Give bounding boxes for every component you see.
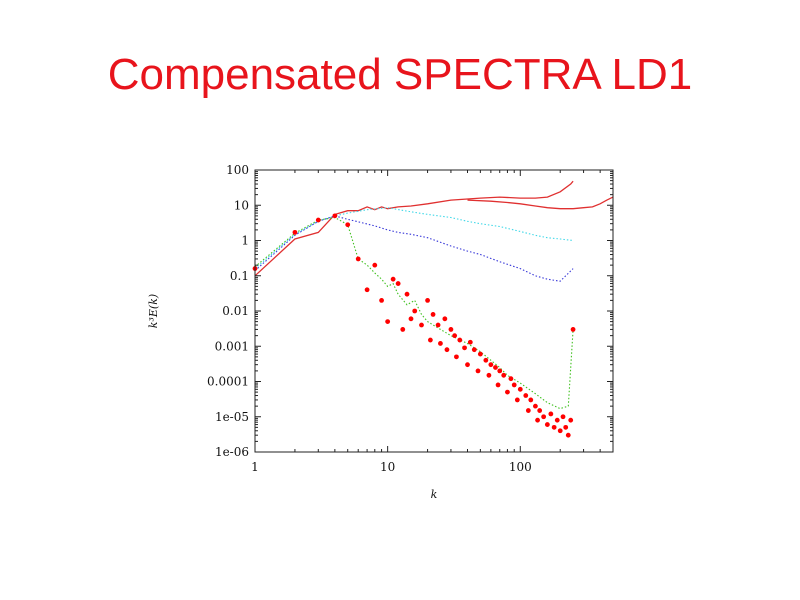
series-5-point: [568, 417, 574, 423]
y-tick-label: 0.1: [230, 269, 249, 283]
series-5-point: [565, 432, 571, 438]
series-5-point: [345, 222, 351, 228]
series-5-point: [385, 319, 391, 325]
series-5-point: [514, 397, 520, 403]
series-5-point: [570, 327, 576, 332]
series-5-point: [430, 312, 436, 317]
y-tick-label: 100: [226, 163, 249, 177]
series-5-point: [511, 382, 517, 388]
series-5-point: [292, 229, 298, 235]
y-tick-label: 10: [234, 198, 249, 212]
series-5-point: [525, 408, 531, 413]
y-tick-label: 0.001: [215, 339, 249, 353]
series-5-point: [508, 376, 514, 382]
series-5-point: [467, 339, 473, 345]
x-tick-label: 1: [251, 460, 259, 474]
series-5-point: [477, 351, 483, 357]
series-5-point: [425, 297, 430, 303]
series-5-point: [408, 316, 414, 322]
series-5-point: [452, 333, 458, 339]
series-5-point: [454, 354, 459, 360]
series-5-point: [355, 256, 361, 262]
x-axis-label: k: [431, 488, 438, 501]
series-5-point: [541, 414, 547, 420]
series-5-point: [523, 393, 529, 398]
series-5-point: [554, 417, 560, 423]
y-tick-label: 1: [241, 234, 249, 248]
series-2-line: [254, 207, 574, 270]
series-0-line: [254, 180, 574, 277]
series-5-point: [535, 417, 540, 423]
series-5-point: [560, 414, 566, 420]
series-5-point: [315, 217, 321, 223]
series-5-point: [364, 287, 370, 293]
series-5-point: [379, 297, 384, 303]
series-5-point: [438, 341, 443, 346]
series-5-point: [548, 411, 554, 417]
x-tick-label: 100: [509, 460, 532, 474]
series-4-line: [254, 216, 574, 410]
series-5-point: [493, 365, 498, 370]
series-5-point: [462, 345, 467, 351]
x-tick-label: 10: [380, 460, 395, 474]
series-5-point: [400, 327, 406, 332]
series-5-point: [537, 408, 543, 413]
plot-frame: [254, 169, 614, 453]
y-axis-label: k³E(k): [147, 294, 160, 328]
series-5-point: [419, 322, 424, 328]
series-5-point: [444, 347, 450, 353]
series-5-point: [457, 337, 463, 343]
series-5-point: [435, 322, 441, 328]
series-5-point: [427, 337, 433, 343]
series-5-point: [517, 386, 523, 392]
series-5-point: [448, 327, 454, 332]
series-5-point: [412, 308, 418, 314]
series-5-point: [533, 403, 538, 409]
y-tick-label: 1e-06: [215, 445, 249, 459]
series-5-point: [390, 276, 396, 282]
series-5-point: [475, 368, 481, 374]
series-5-point: [501, 372, 507, 378]
series-5-point: [483, 357, 489, 363]
series-5-point: [497, 368, 503, 374]
series-5-point: [465, 362, 470, 368]
slide-title: Compensated SPECTRA LD1: [107, 50, 693, 99]
y-tick-label: 0.01: [222, 304, 249, 318]
series-3-line: [254, 215, 574, 282]
series-5-point: [395, 281, 401, 286]
series-5-point: [551, 424, 557, 430]
series-5-point: [528, 397, 534, 403]
series-5-point: [544, 422, 550, 427]
series-5-point: [372, 262, 378, 268]
series-5-point: [486, 372, 492, 378]
series-5-point: [505, 389, 510, 395]
series-5-point: [563, 424, 569, 430]
series-5-point: [442, 316, 448, 322]
y-tick-label: 0.0001: [207, 375, 249, 389]
series-5-point: [404, 291, 410, 297]
series-5-point: [471, 347, 477, 353]
series-5-point: [557, 428, 563, 434]
series-1-line: [467, 196, 614, 210]
series-5-point: [495, 382, 501, 388]
y-tick-label: 1e-05: [215, 410, 249, 424]
series-5-point: [332, 213, 338, 219]
series-5-point: [488, 362, 494, 368]
